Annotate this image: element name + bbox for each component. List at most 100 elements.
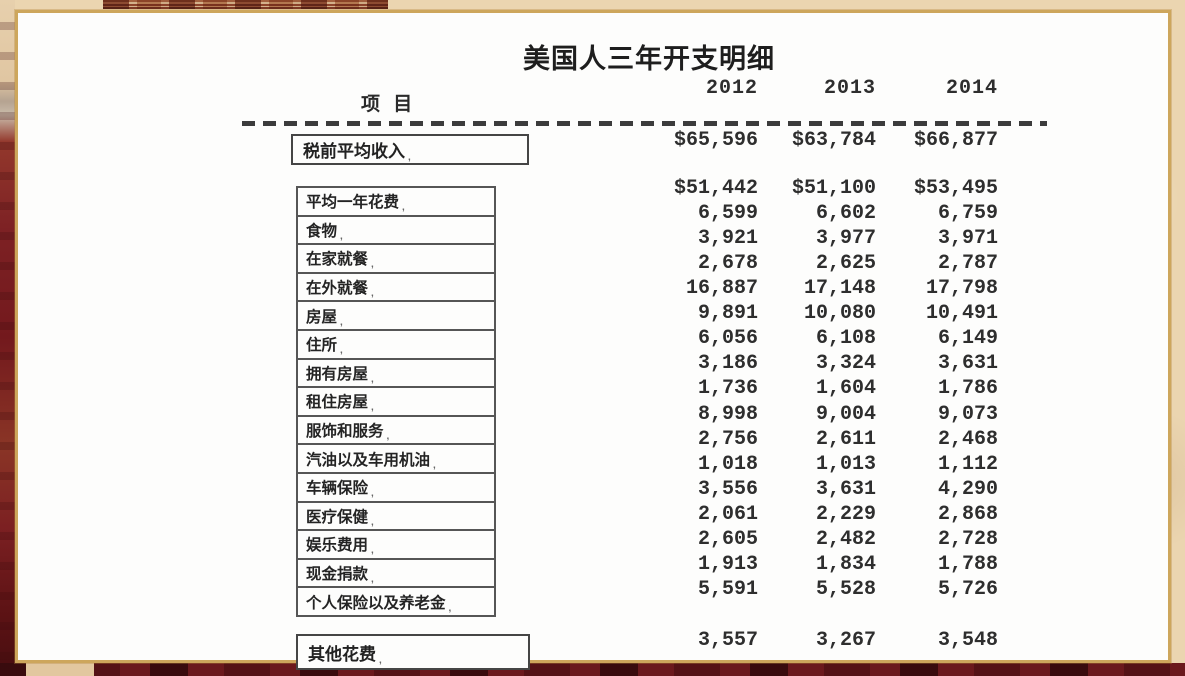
expense-label: 在外就餐: [306, 276, 374, 298]
expense-label: 在家就餐: [306, 247, 374, 269]
expense-label: 租住房屋: [306, 390, 374, 412]
expense-value-cell: 3,324: [815, 352, 876, 376]
expense-label: 食物: [306, 219, 343, 241]
bottom-border-gap: [26, 663, 94, 676]
expense-label: 现金捐款: [306, 562, 374, 584]
expense-value-cell: 6,602: [815, 202, 876, 226]
expense-value-cell: 5,726: [937, 577, 998, 601]
expense-label: 房屋: [306, 305, 343, 327]
expense-label-box: 医疗保健: [296, 500, 496, 532]
expense-value-cell: 2,756: [697, 427, 758, 451]
expense-label: 住所: [306, 333, 343, 355]
other-expense-label-box: 其他花费: [296, 634, 530, 670]
expense-value-row: 6,056 6,108 6,149: [18, 326, 1174, 351]
expense-label-column: 平均一年花费食物在家就餐在外就餐房屋住所拥有房屋租住房屋服饰和服务汽油以及车用机…: [296, 186, 496, 618]
expense-value-row: 3,921 3,977 3,971: [18, 226, 1174, 251]
expense-value-cell: 6,149: [937, 327, 998, 351]
expense-label: 服饰和服务: [306, 419, 389, 441]
expense-value-cell: 2,611: [815, 427, 876, 451]
expense-value-cell: 3,631: [815, 477, 876, 501]
expense-label-box: 在家就餐: [296, 243, 496, 274]
expense-value-cell: 6,759: [937, 202, 998, 226]
other-expense-label: 其他花费: [308, 640, 382, 665]
expense-value-cell: 10,491: [925, 302, 998, 326]
expense-value-row: 6,599 6,602 6,759: [18, 201, 1174, 226]
expense-value-cell: 1,834: [815, 552, 876, 576]
expense-value-cell: 17,148: [803, 277, 876, 301]
income-label: 税前平均收入: [303, 137, 411, 162]
expense-value-cell: 1,786: [937, 377, 998, 401]
expense-value-row: 1,913 1,834 1,788: [18, 552, 1174, 577]
expense-value-cell: 6,056: [697, 327, 758, 351]
expense-value-cell: 1,913: [697, 552, 758, 576]
expense-value-row: 9,891 10,080 10,491: [18, 301, 1174, 326]
expense-value-row: 2,605 2,482 2,728: [18, 527, 1174, 552]
other-expense-value: 3,548: [937, 629, 998, 652]
expense-value-cell: 3,631: [937, 352, 998, 376]
expense-value-row: 5,591 5,528 5,726: [18, 577, 1174, 602]
expense-value-cell: 2,868: [937, 502, 998, 526]
expense-value-cell: 9,891: [697, 302, 758, 326]
expense-value-row: 1,018 1,013 1,112: [18, 452, 1174, 477]
expense-label-box: 拥有房屋: [296, 357, 496, 389]
income-value: $63,784: [791, 129, 876, 152]
expense-label: 平均一年花费: [306, 190, 405, 212]
expense-value-cell: 3,977: [815, 227, 876, 251]
expense-value-cell: 2,787: [937, 252, 998, 276]
expense-value-cell: 2,678: [697, 252, 758, 276]
expense-value-cell: 5,591: [697, 577, 758, 601]
year-header-row: 2012 2013 2014: [18, 76, 1174, 102]
expense-value-cell: 2,728: [937, 527, 998, 551]
expense-value-cell: 6,108: [815, 327, 876, 351]
expense-label-box: 个人保险以及养老金: [296, 586, 496, 617]
expense-label: 医疗保健: [306, 505, 374, 527]
expense-label: 车辆保险: [306, 476, 374, 498]
expense-values-grid: $51,442 $51,100 $53,495 6,599 6,602 6,759 3,92…: [18, 13, 1174, 666]
top-roof-artwork: [103, 0, 388, 9]
expense-value-cell: 1,112: [937, 452, 998, 476]
expense-label: 个人保险以及养老金: [306, 591, 451, 613]
expense-value-row: 2,061 2,229 2,868: [18, 502, 1174, 527]
expense-label: 拥有房屋: [306, 362, 374, 384]
expense-value-cell: 3,186: [697, 352, 758, 376]
expense-value-cell: 6,599: [697, 202, 758, 226]
year-header-2013: 2013: [823, 77, 876, 100]
expense-value-cell: 4,290: [937, 477, 998, 501]
other-expense-value: 3,267: [815, 629, 876, 652]
expense-value-cell: 3,921: [697, 227, 758, 251]
income-value: $66,877: [913, 129, 998, 152]
expense-value-cell: 16,887: [685, 277, 758, 301]
expense-value-row: 3,186 3,324 3,631: [18, 351, 1174, 376]
expense-value-cell: 2,229: [815, 502, 876, 526]
expense-label: 娱乐费用: [306, 533, 374, 555]
income-value-row: $65,596 $63,784 $66,877: [18, 128, 1174, 154]
income-label-box: 税前平均收入: [291, 134, 529, 165]
expense-value-cell: $53,495: [913, 177, 998, 200]
expense-value-row: 2,678 2,625 2,787: [18, 251, 1174, 276]
expense-value-cell: 1,736: [697, 377, 758, 401]
income-value: $65,596: [673, 129, 758, 152]
expense-value-cell: 1,013: [815, 452, 876, 476]
expense-value-cell: 9,073: [937, 402, 998, 426]
expense-value-cell: 1,788: [937, 552, 998, 576]
expense-value-row: 1,736 1,604 1,786: [18, 376, 1174, 401]
expense-value-cell: 10,080: [803, 302, 876, 326]
expense-value-row: $51,442 $51,100 $53,495: [18, 176, 1174, 201]
expense-value-cell: 8,998: [697, 402, 758, 426]
left-border-artwork: [0, 0, 15, 676]
document-panel: 美国人三年开支明细 项 目 2012 2013 2014 税前平均收入 $65,…: [15, 10, 1174, 670]
other-expense-value-row: 3,557 3,267 3,548: [18, 628, 1174, 654]
expense-value-row: 16,887 17,148 17,798: [18, 276, 1174, 301]
expense-value-cell: 2,625: [815, 252, 876, 276]
expense-value-cell: 1,018: [697, 452, 758, 476]
other-expense-value: 3,557: [697, 629, 758, 652]
expense-value-row: 3,556 3,631 4,290: [18, 477, 1174, 502]
expense-label-box: 租住房屋: [296, 386, 496, 417]
expense-label-box: 娱乐费用: [296, 529, 496, 560]
expense-value-cell: 2,061: [697, 502, 758, 526]
expense-value-cell: 2,468: [937, 427, 998, 451]
expense-value-cell: 3,971: [937, 227, 998, 251]
expense-label: 汽油以及车用机油: [306, 448, 436, 470]
expense-value-cell: 3,556: [697, 477, 758, 501]
